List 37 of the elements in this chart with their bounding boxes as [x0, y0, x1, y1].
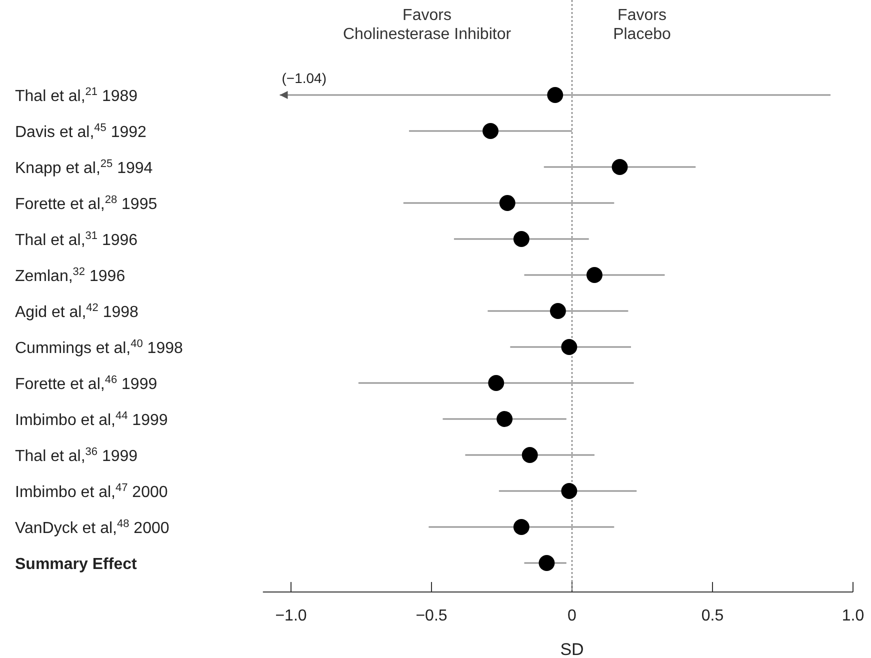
point: [550, 303, 566, 319]
y-tick-label: Zemlan,$^{32}$ 1996: [15, 266, 126, 285]
y-tick-label: Agid et al,$^{42}$ 1998: [15, 302, 139, 321]
y-tick-label: Forette et al,$^{28}$ 1995: [15, 194, 158, 213]
x-tick-label: −1.0: [275, 608, 307, 625]
x-axis-title: SD: [560, 640, 584, 658]
point: [482, 123, 498, 139]
point: [547, 87, 564, 103]
y-tick-label: Cummings et al,$^{40}$ 1998: [15, 338, 183, 357]
point: [513, 519, 530, 535]
point: [513, 231, 530, 247]
x-tick-label: 1.0: [842, 608, 864, 625]
text: Favors Cholinesterase Inhibitor: [342, 7, 512, 43]
y-tick-label: Forette et al,$^{46}$ 1999: [15, 374, 158, 393]
y-tick-label: VanDyck et al,$^{48}$ 2000: [15, 518, 170, 537]
y-tick-label: Thal et al,$^{31}$ 1996: [15, 230, 138, 249]
text: Favors Placebo: [613, 7, 672, 43]
point: [586, 267, 602, 283]
y-tick-label: Knapp et al,$^{25}$ 1994: [15, 158, 153, 177]
y-tick-label: Imbimbo et al,$^{47}$ 2000: [15, 482, 168, 501]
point: [496, 411, 513, 427]
point: [522, 447, 538, 463]
annotation: (−1.04): [282, 70, 327, 86]
y-tick-label: Davis et al,$^{45}$ 1992: [15, 122, 147, 141]
point: [488, 375, 504, 391]
x-tick-label: 0.5: [701, 608, 724, 625]
y-tick-label: Summary Effect: [15, 556, 138, 573]
point: [538, 555, 555, 571]
point: [561, 339, 578, 355]
point: [561, 483, 578, 499]
point: [499, 195, 516, 211]
x-tick-label: 0: [568, 608, 577, 625]
x-tick-label: −0.5: [416, 608, 448, 625]
y-tick-label: Imbimbo et al,$^{44}$ 1999: [15, 410, 168, 429]
point: [612, 159, 628, 175]
y-tick-label: Thal et al,$^{36}$ 1999: [15, 446, 138, 465]
y-tick-label: Thal et al,$^{21}$ 1989: [15, 86, 138, 105]
